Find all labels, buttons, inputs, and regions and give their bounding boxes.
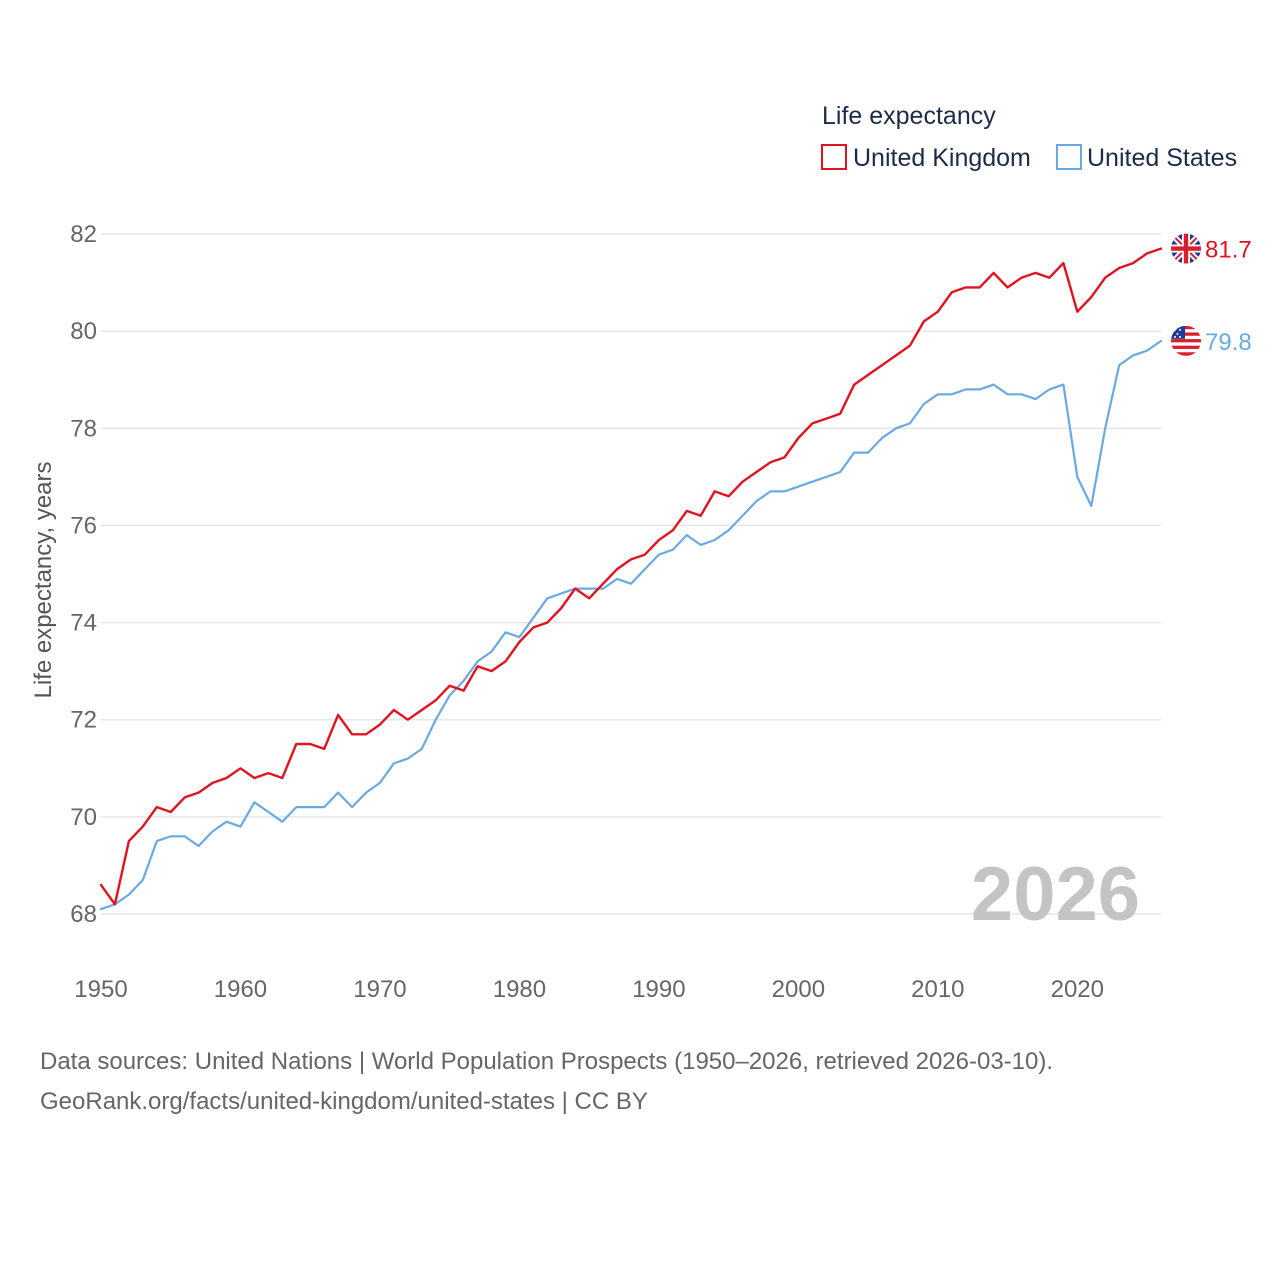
x-tick-label: 1970 <box>353 976 406 1003</box>
grid-lines <box>101 233 1161 915</box>
y-tick-label: 76 <box>70 512 97 539</box>
legend-item-united-kingdom[interactable]: United Kingdom <box>821 144 1031 172</box>
x-tick-label: 2010 <box>911 976 964 1003</box>
x-tick-label: 1950 <box>74 976 127 1003</box>
legend-label-united-states: United States <box>1087 144 1237 172</box>
credit-line[interactable]: GeoRank.org/facts/united-kingdom/united-… <box>40 1088 648 1115</box>
us-flag-icon <box>1171 325 1201 356</box>
end-value-label-united-kingdom: 81.7 <box>1205 237 1252 264</box>
end-markers: 81.7 79.8 <box>1171 233 1252 356</box>
legend-swatch-united-kingdom <box>821 144 847 170</box>
y-tick-label: 78 <box>70 415 97 442</box>
y-tick-label: 70 <box>70 804 97 831</box>
legend-item-united-states[interactable]: United States <box>1056 144 1237 172</box>
legend-title: Life expectancy <box>822 102 996 130</box>
series-line-united-kingdom <box>99 247 1163 906</box>
y-tick-label: 68 <box>70 901 97 928</box>
uk-flag-icon <box>1171 233 1201 264</box>
legend: Life expectancy United Kingdom United St… <box>821 102 1237 172</box>
y-axis: 68 70 72 74 76 78 80 82 <box>70 221 97 928</box>
x-tick-label: 1980 <box>493 976 546 1003</box>
x-tick-label: 2000 <box>772 976 825 1003</box>
end-value-label-united-states: 79.8 <box>1205 329 1252 356</box>
legend-label-united-kingdom: United Kingdom <box>853 144 1031 172</box>
source-line: Data sources: United Nations | World Pop… <box>40 1048 1054 1075</box>
y-tick-label: 74 <box>70 610 97 637</box>
y-axis-title: Life expectancy, years <box>30 461 57 698</box>
x-tick-label: 2020 <box>1051 976 1104 1003</box>
y-tick-label: 80 <box>70 318 97 345</box>
legend-swatch-united-states <box>1056 144 1082 170</box>
year-label: 2026 <box>971 852 1140 937</box>
series-line-united-states <box>99 339 1163 911</box>
x-tick-label: 1990 <box>632 976 685 1003</box>
x-tick-label: 1960 <box>214 976 267 1003</box>
y-tick-label: 82 <box>70 221 97 248</box>
line-chart: 68 70 72 74 76 78 80 82 1950 1960 1970 1980 1990 200… <box>30 102 1252 1003</box>
y-tick-label: 72 <box>70 707 97 734</box>
x-axis: 1950 1960 1970 1980 1990 2000 2010 2020 <box>74 976 1104 1003</box>
source-note: Data sources: United Nations | World Pop… <box>40 1042 1240 1122</box>
series-lines <box>99 247 1163 911</box>
